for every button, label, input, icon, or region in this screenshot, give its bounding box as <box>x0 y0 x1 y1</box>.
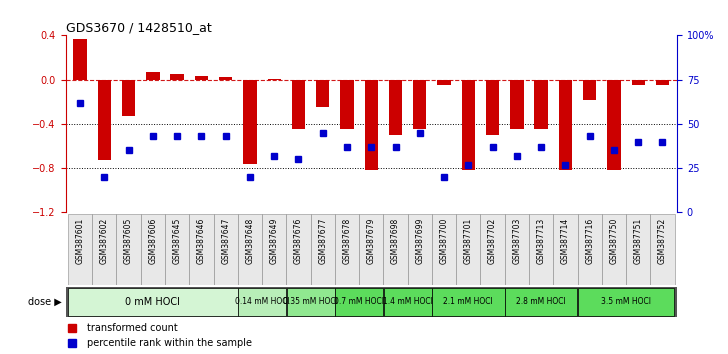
FancyBboxPatch shape <box>262 214 286 285</box>
Bar <box>146 72 159 80</box>
Bar <box>607 80 621 170</box>
FancyBboxPatch shape <box>602 214 626 285</box>
Bar <box>170 74 184 80</box>
Text: 0.14 mM HOCl: 0.14 mM HOCl <box>234 297 290 306</box>
Text: 2.8 mM HOCl: 2.8 mM HOCl <box>516 297 566 306</box>
Bar <box>365 80 378 170</box>
Text: GSM387716: GSM387716 <box>585 218 594 264</box>
FancyBboxPatch shape <box>384 214 408 285</box>
FancyBboxPatch shape <box>238 288 286 316</box>
FancyBboxPatch shape <box>432 288 505 316</box>
Text: GSM387678: GSM387678 <box>342 218 352 264</box>
FancyBboxPatch shape <box>165 214 189 285</box>
Text: GSM387648: GSM387648 <box>245 218 255 264</box>
Bar <box>292 80 305 130</box>
Text: GSM387647: GSM387647 <box>221 218 230 264</box>
Bar <box>438 80 451 85</box>
Text: GSM387602: GSM387602 <box>100 218 109 264</box>
FancyBboxPatch shape <box>68 288 237 316</box>
Text: 0 mM HOCl: 0 mM HOCl <box>125 297 181 307</box>
Text: GSM387699: GSM387699 <box>415 218 424 264</box>
Text: transformed count: transformed count <box>87 322 178 332</box>
FancyBboxPatch shape <box>578 288 674 316</box>
Text: GSM387645: GSM387645 <box>173 218 182 264</box>
Text: GDS3670 / 1428510_at: GDS3670 / 1428510_at <box>66 21 211 34</box>
FancyBboxPatch shape <box>238 214 262 285</box>
Bar <box>632 80 645 85</box>
Text: 0.35 mM HOCl: 0.35 mM HOCl <box>283 297 338 306</box>
FancyBboxPatch shape <box>359 214 384 285</box>
Text: GSM387646: GSM387646 <box>197 218 206 264</box>
Bar <box>462 80 475 170</box>
FancyBboxPatch shape <box>384 288 432 316</box>
Bar <box>510 80 523 130</box>
Bar <box>219 78 232 80</box>
FancyBboxPatch shape <box>626 214 650 285</box>
Bar <box>486 80 499 135</box>
Bar <box>243 80 257 164</box>
Text: 1.4 mM HOCl: 1.4 mM HOCl <box>383 297 432 306</box>
FancyBboxPatch shape <box>286 214 311 285</box>
FancyBboxPatch shape <box>480 214 505 285</box>
Bar <box>268 79 281 80</box>
Text: GSM387698: GSM387698 <box>391 218 400 264</box>
Bar <box>656 80 669 85</box>
FancyBboxPatch shape <box>577 214 602 285</box>
Bar <box>534 80 548 130</box>
Bar <box>414 80 427 130</box>
Text: 0.7 mM HOCl: 0.7 mM HOCl <box>334 297 384 306</box>
Text: GSM387701: GSM387701 <box>464 218 473 264</box>
Text: GSM387714: GSM387714 <box>561 218 570 264</box>
Text: GSM387649: GSM387649 <box>269 218 279 264</box>
Text: GSM387679: GSM387679 <box>367 218 376 264</box>
FancyBboxPatch shape <box>529 214 553 285</box>
Bar <box>122 80 135 116</box>
FancyBboxPatch shape <box>213 214 238 285</box>
FancyBboxPatch shape <box>553 214 577 285</box>
Bar <box>195 76 208 80</box>
Text: GSM387702: GSM387702 <box>488 218 497 264</box>
FancyBboxPatch shape <box>92 214 116 285</box>
FancyBboxPatch shape <box>68 214 92 285</box>
Bar <box>98 80 111 160</box>
Text: 2.1 mM HOCl: 2.1 mM HOCl <box>443 297 494 306</box>
Bar <box>74 39 87 80</box>
FancyBboxPatch shape <box>335 214 359 285</box>
Text: GSM387751: GSM387751 <box>633 218 643 264</box>
Bar <box>559 80 572 170</box>
FancyBboxPatch shape <box>408 214 432 285</box>
Text: GSM387606: GSM387606 <box>149 218 157 264</box>
FancyBboxPatch shape <box>456 214 480 285</box>
Text: percentile rank within the sample: percentile rank within the sample <box>87 338 252 348</box>
FancyBboxPatch shape <box>116 214 141 285</box>
Text: GSM387703: GSM387703 <box>513 218 521 264</box>
Text: dose ▶: dose ▶ <box>28 297 62 307</box>
FancyBboxPatch shape <box>311 214 335 285</box>
Bar <box>316 80 330 107</box>
Text: 3.5 mM HOCl: 3.5 mM HOCl <box>601 297 651 306</box>
FancyBboxPatch shape <box>505 214 529 285</box>
Bar <box>389 80 403 135</box>
FancyBboxPatch shape <box>335 288 383 316</box>
Bar <box>583 80 596 99</box>
FancyBboxPatch shape <box>505 288 577 316</box>
Text: GSM387700: GSM387700 <box>440 218 448 264</box>
Bar <box>341 80 354 130</box>
FancyBboxPatch shape <box>287 288 335 316</box>
Text: GSM387605: GSM387605 <box>124 218 133 264</box>
Text: GSM387752: GSM387752 <box>658 218 667 264</box>
Text: GSM387676: GSM387676 <box>294 218 303 264</box>
Text: GSM387713: GSM387713 <box>537 218 546 264</box>
Text: GSM387750: GSM387750 <box>609 218 619 264</box>
Text: GSM387677: GSM387677 <box>318 218 328 264</box>
FancyBboxPatch shape <box>650 214 675 285</box>
FancyBboxPatch shape <box>432 214 456 285</box>
Text: GSM387601: GSM387601 <box>76 218 84 264</box>
FancyBboxPatch shape <box>141 214 165 285</box>
FancyBboxPatch shape <box>189 214 213 285</box>
